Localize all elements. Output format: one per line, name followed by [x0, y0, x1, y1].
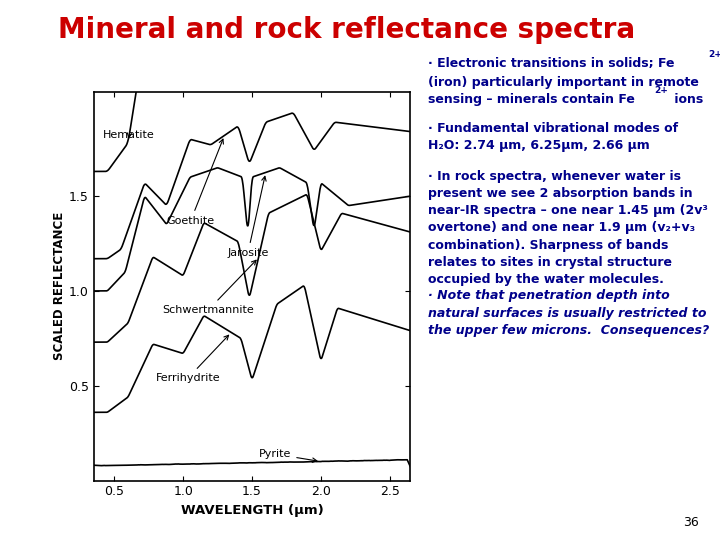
Text: · Fundamental vibrational modes of: · Fundamental vibrational modes of	[428, 122, 678, 134]
Text: ions: ions	[670, 93, 703, 106]
Text: overtone) and one near 1.9 μm (v₂+v₃: overtone) and one near 1.9 μm (v₂+v₃	[428, 221, 696, 234]
Text: natural surfaces is usually restricted to: natural surfaces is usually restricted t…	[428, 307, 707, 320]
Text: Pyrite: Pyrite	[259, 449, 317, 462]
Text: · Electronic transitions in solids; Fe: · Electronic transitions in solids; Fe	[428, 57, 675, 70]
Text: present we see 2 absorption bands in: present we see 2 absorption bands in	[428, 187, 693, 200]
Y-axis label: SCALED REFLECTANCE: SCALED REFLECTANCE	[53, 212, 66, 360]
Text: Ferrihydrite: Ferrihydrite	[156, 335, 228, 383]
Text: occupied by the water molecules.: occupied by the water molecules.	[428, 273, 665, 286]
Text: Hematite: Hematite	[103, 131, 155, 140]
Text: H₂O: 2.74 μm, 6.25μm, 2.66 μm: H₂O: 2.74 μm, 6.25μm, 2.66 μm	[428, 139, 650, 152]
Text: combination). Sharpness of bands: combination). Sharpness of bands	[428, 239, 669, 252]
Text: · In rock spectra, whenever water is: · In rock spectra, whenever water is	[428, 170, 681, 183]
Text: Jarosite: Jarosite	[228, 177, 269, 258]
Text: the upper few microns.  Consequences?: the upper few microns. Consequences?	[428, 324, 710, 337]
Text: Schwertmannite: Schwertmannite	[163, 260, 256, 315]
X-axis label: WAVELENGTH (μm): WAVELENGTH (μm)	[181, 504, 323, 517]
Text: 2+: 2+	[708, 50, 720, 59]
Text: 2+: 2+	[654, 86, 667, 96]
Text: relates to sites in crystal structure: relates to sites in crystal structure	[428, 256, 672, 269]
Text: sensing – minerals contain Fe: sensing – minerals contain Fe	[428, 93, 635, 106]
Text: Goethite: Goethite	[166, 139, 223, 226]
Text: near-IR spectra – one near 1.45 μm (2v³: near-IR spectra – one near 1.45 μm (2v³	[428, 204, 708, 217]
Text: 36: 36	[683, 516, 698, 529]
Text: Mineral and rock reflectance spectra: Mineral and rock reflectance spectra	[58, 16, 635, 44]
Text: · Note that penetration depth into: · Note that penetration depth into	[428, 289, 670, 302]
Text: (iron) particularly important in remote: (iron) particularly important in remote	[428, 76, 699, 89]
